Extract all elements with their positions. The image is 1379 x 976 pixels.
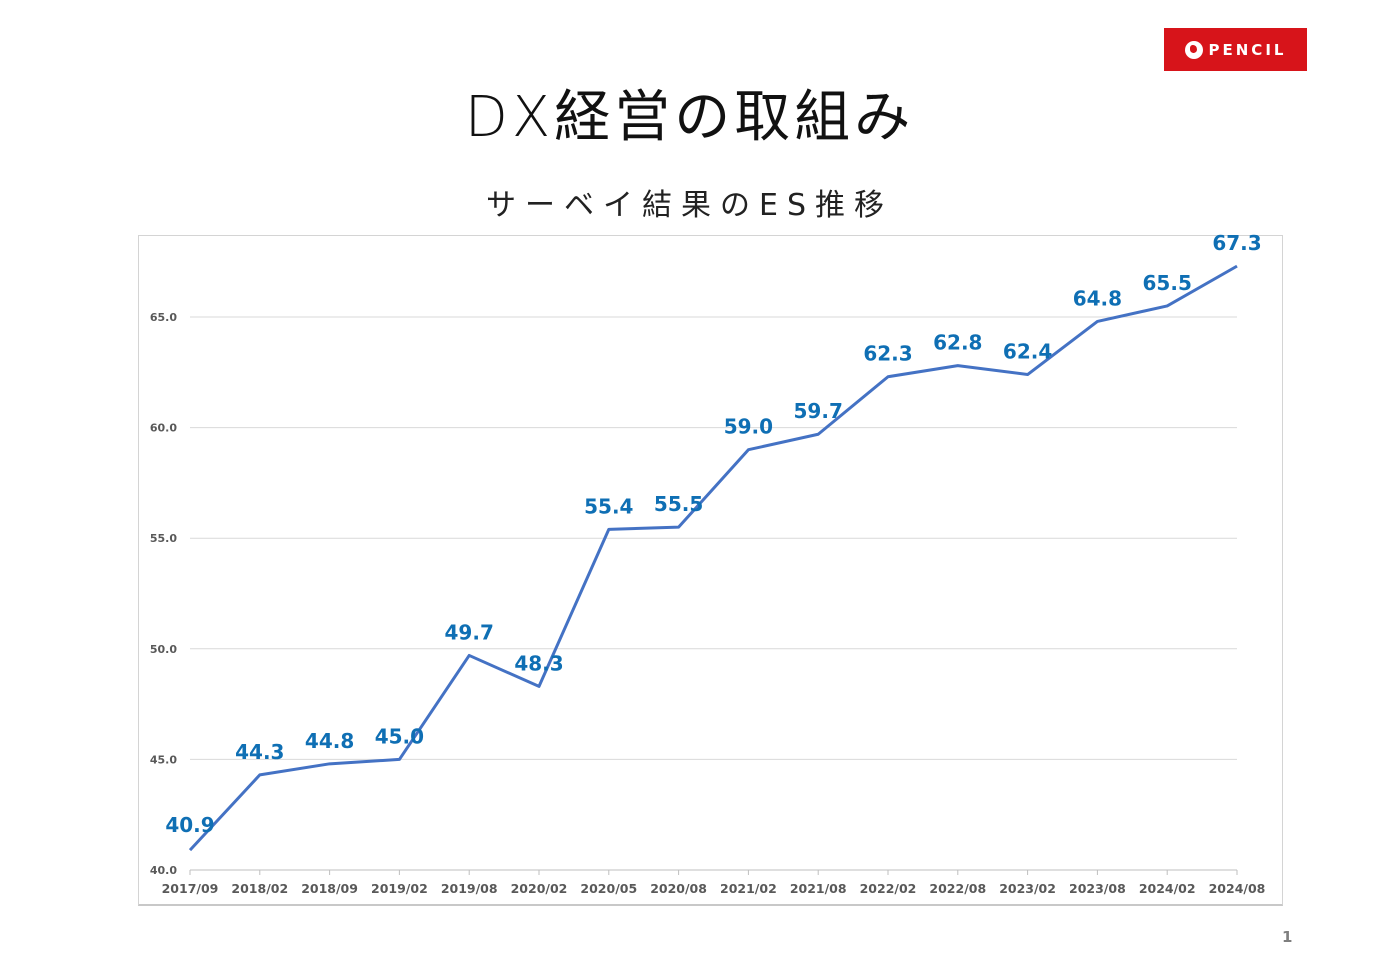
data-label: 55.5: [654, 492, 703, 516]
x-tick-label: 2020/08: [650, 881, 707, 896]
data-label: 62.3: [863, 342, 912, 366]
data-label: 40.9: [165, 813, 214, 837]
data-label: 67.3: [1212, 231, 1261, 255]
y-tick-label: 40.0: [150, 864, 177, 877]
x-tick-label: 2024/08: [1209, 881, 1266, 896]
y-tick-label: 45.0: [150, 753, 177, 766]
x-tick-label: 2019/02: [371, 881, 428, 896]
series-line: [188, 264, 1238, 852]
x-tick-label: 2020/02: [511, 881, 568, 896]
x-tick-label: 2023/08: [1069, 881, 1126, 896]
x-tick-label: 2018/02: [231, 881, 288, 896]
y-tick-label: 65.0: [150, 311, 177, 324]
series-line-es: [188, 264, 1238, 852]
data-label: 44.3: [235, 740, 284, 764]
x-tick-label: 2018/09: [301, 881, 358, 896]
x-tick-label: 2021/08: [790, 881, 847, 896]
x-tick-label: 2022/02: [860, 881, 917, 896]
data-label: 59.0: [724, 415, 773, 439]
x-tick-label: 2017/09: [162, 881, 219, 896]
data-label: 64.8: [1073, 286, 1122, 310]
gridlines: [190, 316, 1237, 871]
y-axis: 40.0 45.0 50.0 55.0 60.0 65.0: [150, 311, 177, 877]
y-tick-label: 55.0: [150, 532, 177, 545]
data-label: 48.3: [514, 651, 563, 675]
data-label: 49.7: [445, 620, 494, 644]
data-label: 59.7: [794, 399, 843, 423]
data-labels: 40.9 44.3 44.8 45.0 49.7 48.3 55.4 55.5 59.0 59.7…: [165, 231, 1261, 837]
x-tick-label: 2023/02: [999, 881, 1056, 896]
data-label: 65.5: [1143, 271, 1192, 295]
chart-frame: [138, 235, 1283, 906]
data-label: 45.0: [375, 724, 424, 748]
data-label: 55.4: [584, 494, 633, 518]
page-title: DX経営の取組み: [464, 85, 915, 150]
pencil-logo: PENCIL: [1164, 28, 1307, 71]
page-number: 1: [1282, 928, 1293, 946]
x-tick-label: 2019/08: [441, 881, 498, 896]
globe-icon: [1184, 40, 1203, 59]
y-tick-label: 50.0: [150, 643, 177, 656]
data-label: 44.8: [305, 729, 354, 753]
logo-text: PENCIL: [1208, 40, 1287, 59]
y-tick-label: 60.0: [150, 422, 177, 435]
data-label: 62.8: [933, 331, 982, 355]
x-tick-label: 2020/05: [580, 881, 637, 896]
x-tick-label: 2022/08: [929, 881, 986, 896]
x-tick-label: 2024/02: [1139, 881, 1196, 896]
data-label: 62.4: [1003, 340, 1052, 364]
x-tick-label: 2021/02: [720, 881, 777, 896]
x-axis: 2017/09 2018/02 2018/09 2019/02 2019/08 2020/…: [162, 870, 1266, 896]
chart-title: サーベイ結果のES推移: [486, 188, 893, 223]
